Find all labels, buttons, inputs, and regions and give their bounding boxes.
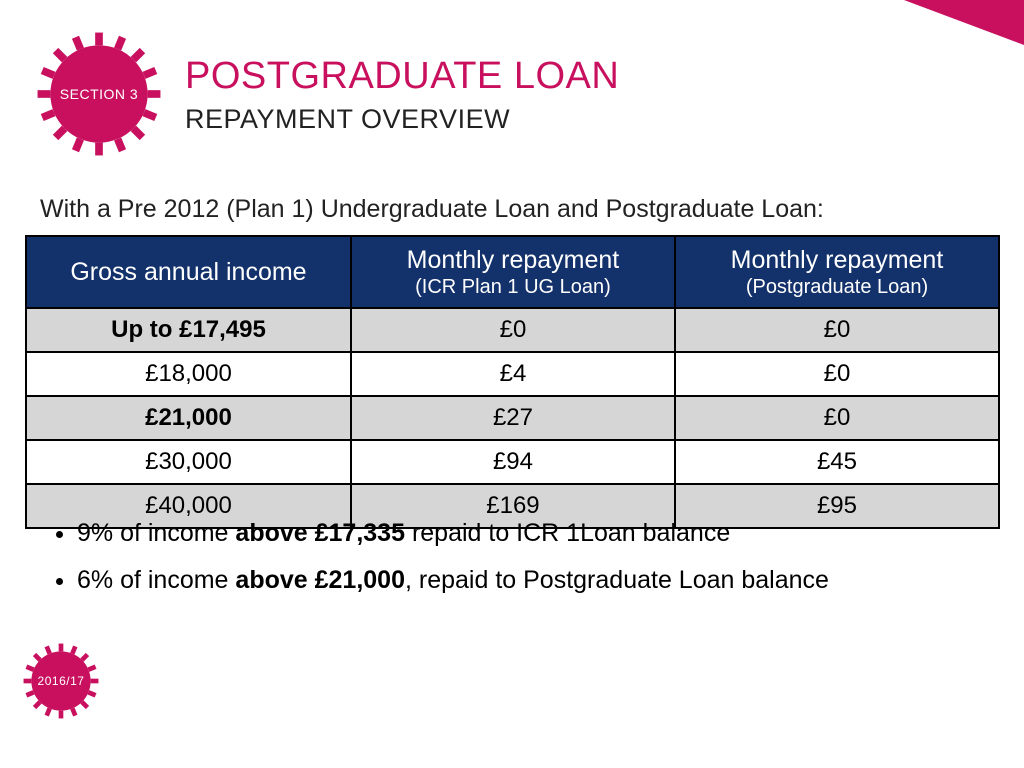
table-cell: £0: [675, 308, 999, 352]
table-row: £30,000£94£45: [26, 440, 999, 484]
table-cell: £0: [675, 396, 999, 440]
table-cell: £45: [675, 440, 999, 484]
table-header: Monthly repayment(Postgraduate Loan): [675, 236, 999, 308]
intro-text: With a Pre 2012 (Plan 1) Undergraduate L…: [40, 195, 824, 224]
repayment-table: Gross annual incomeMonthly repayment(ICR…: [25, 235, 1000, 529]
table-cell: £18,000: [26, 352, 351, 396]
table-cell: £0: [351, 308, 675, 352]
table-cell: £21,000: [26, 396, 351, 440]
year-badge: 2016/17: [22, 642, 100, 720]
table-row: Up to £17,495£0£0: [26, 308, 999, 352]
table-cell: £27: [351, 396, 675, 440]
table-header: Monthly repayment(ICR Plan 1 UG Loan): [351, 236, 675, 308]
table-row: £18,000£4£0: [26, 352, 999, 396]
table-cell: £0: [675, 352, 999, 396]
year-badge-label: 2016/17: [38, 674, 85, 688]
page-subtitle: REPAYMENT OVERVIEW: [185, 104, 619, 135]
page-title: POSTGRADUATE LOAN: [185, 55, 619, 98]
section-badge-label: SECTION 3: [60, 86, 138, 102]
bullet-list: 9% of income above £17,335 repaid to ICR…: [45, 518, 829, 613]
list-item: 6% of income above £21,000, repaid to Po…: [77, 565, 829, 596]
table-cell: £30,000: [26, 440, 351, 484]
table-cell: £94: [351, 440, 675, 484]
list-item: 9% of income above £17,335 repaid to ICR…: [77, 518, 829, 549]
header: POSTGRADUATE LOAN REPAYMENT OVERVIEW: [185, 55, 619, 135]
section-badge: SECTION 3: [35, 30, 163, 158]
corner-accent: [904, 0, 1024, 45]
table-cell: Up to £17,495: [26, 308, 351, 352]
table-header: Gross annual income: [26, 236, 351, 308]
table-row: £21,000£27£0: [26, 396, 999, 440]
table-cell: £4: [351, 352, 675, 396]
